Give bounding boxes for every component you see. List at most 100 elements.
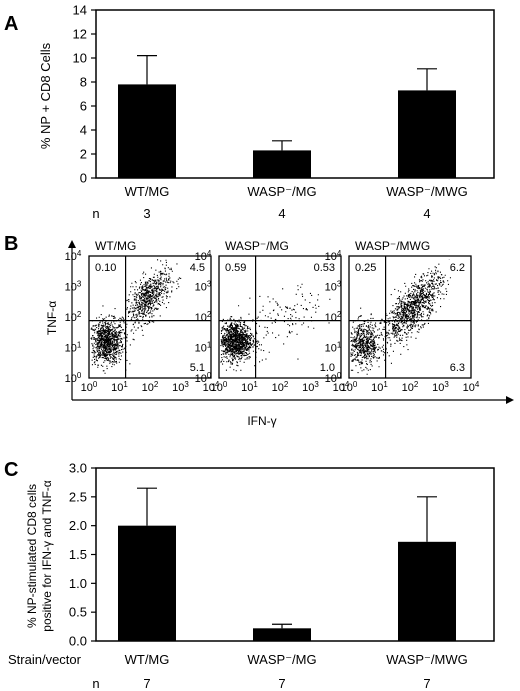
y-tick-label: 10 xyxy=(73,51,87,66)
panel-c-y-axis-label-line2: positive for IFN-γ and TNF-α xyxy=(40,480,54,631)
x-tick-label: 104 xyxy=(463,380,480,394)
y-tick-label: 2.5 xyxy=(69,489,87,504)
n-value: 7 xyxy=(278,676,285,691)
quadrant-ul-value: 0.10 xyxy=(95,262,116,274)
panel-a-n-label: n xyxy=(92,206,99,221)
y-tick-label: 8 xyxy=(80,75,87,90)
quadrant-ur-value: 6.2 xyxy=(450,262,465,274)
flow-event-dots xyxy=(220,283,331,372)
x-tick-label: 100 xyxy=(341,380,358,394)
quadrant-lr-value: 6.3 xyxy=(450,362,465,374)
y-tick-label: 0 xyxy=(80,171,87,186)
panel-letter-c: C xyxy=(4,459,18,481)
panel-c-strain-label: Strain/vector xyxy=(8,652,82,667)
bar xyxy=(398,90,456,178)
bar xyxy=(398,541,456,641)
n-value: 4 xyxy=(278,206,285,221)
quadrant-label-bg xyxy=(181,360,207,374)
y-tick-label: 0.0 xyxy=(69,634,87,649)
y-tick-label: 101 xyxy=(195,341,212,355)
bar xyxy=(253,628,311,641)
quadrant-lr-value: 1.0 xyxy=(320,362,335,374)
x-tick-label: 103 xyxy=(172,380,189,394)
y-tick-label: 14 xyxy=(73,3,87,18)
x-tick-label: 103 xyxy=(432,380,449,394)
quadrant-ur-value: 0.53 xyxy=(314,262,335,274)
quadrant-label-bg xyxy=(223,260,247,274)
flow-plot-title: WASP⁻/MWG xyxy=(355,239,430,253)
y-tick-label: 102 xyxy=(325,310,342,324)
x-tick-label: 101 xyxy=(241,380,258,394)
panel-c-bar-chart: 0.0 0.5 1.0 1.5 2.0 2.5 3.0 WT/MG 7 WASP⁻/MG 7 WASP… xyxy=(69,461,495,691)
n-value: 4 xyxy=(423,206,430,221)
quadrant-ur-value: 4.5 xyxy=(190,262,205,274)
quadrant-label-bg xyxy=(311,260,337,274)
x-tick-label: 102 xyxy=(402,380,419,394)
x-tick-label: 104 xyxy=(333,380,350,394)
y-tick-label: 101 xyxy=(325,341,342,355)
y-axis-arrowhead xyxy=(68,240,76,248)
quadrant-label-bg xyxy=(93,260,117,274)
quadrant-lr-value: 5.1 xyxy=(190,362,205,374)
panel-b-y-axis-label: TNF-α xyxy=(45,301,59,335)
y-tick-label: 100 xyxy=(195,371,212,385)
category-label: WT/MG xyxy=(125,184,170,199)
bar xyxy=(118,84,176,178)
bar xyxy=(253,150,311,178)
y-tick-label: 104 xyxy=(325,249,342,263)
y-tick-label: 101 xyxy=(65,341,82,355)
y-tick-label: 2 xyxy=(80,147,87,162)
category-label: WT/MG xyxy=(125,652,170,667)
n-value: 3 xyxy=(143,206,150,221)
y-tick-label: 102 xyxy=(195,310,212,324)
x-tick-label: 104 xyxy=(203,380,220,394)
quadrant-label-bg xyxy=(311,360,337,374)
category-label: WASP⁻/MWG xyxy=(386,184,468,199)
y-tick-label: 4 xyxy=(80,123,87,138)
panel-a-bar-chart: 0 2 4 6 8 10 12 14 WT/MG 3 WASP⁻/MG 4 WASP⁻/MWG 4 xyxy=(73,3,495,221)
y-tick-label: 12 xyxy=(73,27,87,42)
category-label: WASP⁻/MG xyxy=(247,652,316,667)
quadrant-label-bg xyxy=(353,260,377,274)
y-tick-label: 104 xyxy=(195,249,212,263)
x-axis-arrowhead xyxy=(506,396,514,404)
category-label: WASP⁻/MG xyxy=(247,184,316,199)
y-tick-label: 6 xyxy=(80,99,87,114)
y-tick-label: 103 xyxy=(195,280,212,294)
x-tick-label: 101 xyxy=(371,380,388,394)
y-tick-label: 104 xyxy=(65,249,82,263)
panel-b-x-axis-label: IFN-γ xyxy=(247,414,276,428)
panel-c-y-axis-label-line1: % NP-stimulated CD8 cells xyxy=(25,484,39,628)
flow-plot-title: WASP⁻/MG xyxy=(225,239,289,253)
panel-c-n-label: n xyxy=(92,676,99,691)
x-tick-label: 103 xyxy=(302,380,319,394)
y-tick-label: 3.0 xyxy=(69,461,87,476)
quadrant-label-bg xyxy=(441,260,467,274)
x-tick-label: 102 xyxy=(142,380,159,394)
y-tick-label: 1.0 xyxy=(69,576,87,591)
y-tick-label: 1.5 xyxy=(69,547,87,562)
category-label: WASP⁻/MWG xyxy=(386,652,468,667)
flow-plot-frame xyxy=(218,255,342,379)
quadrant-label-bg xyxy=(181,260,207,274)
flow-plot-title: WT/MG xyxy=(95,239,136,253)
panel-b-flow-plots: WT/MG0.10 4.55.11001001011011021021031031… xyxy=(65,239,514,404)
quadrant-label-bg xyxy=(441,360,467,374)
panel-letter-b: B xyxy=(4,233,18,255)
x-tick-label: 101 xyxy=(111,380,128,394)
bar xyxy=(118,525,176,641)
x-tick-label: 100 xyxy=(211,380,228,394)
flow-plot: WT/MG0.10 4.55.11001001011011021021031031… xyxy=(65,239,220,394)
flow-event-dots xyxy=(350,259,452,375)
flow-event-dots xyxy=(90,259,182,374)
y-tick-label: 100 xyxy=(325,371,342,385)
quadrant-ul-value: 0.59 xyxy=(225,262,246,274)
n-value: 7 xyxy=(143,676,150,691)
quadrant-ul-value: 0.25 xyxy=(355,262,376,274)
n-value: 7 xyxy=(423,676,430,691)
panel-a-y-axis-label: % NP + CD8 Cells xyxy=(38,42,53,149)
y-tick-label: 0.5 xyxy=(69,605,87,620)
y-tick-label: 102 xyxy=(65,310,82,324)
